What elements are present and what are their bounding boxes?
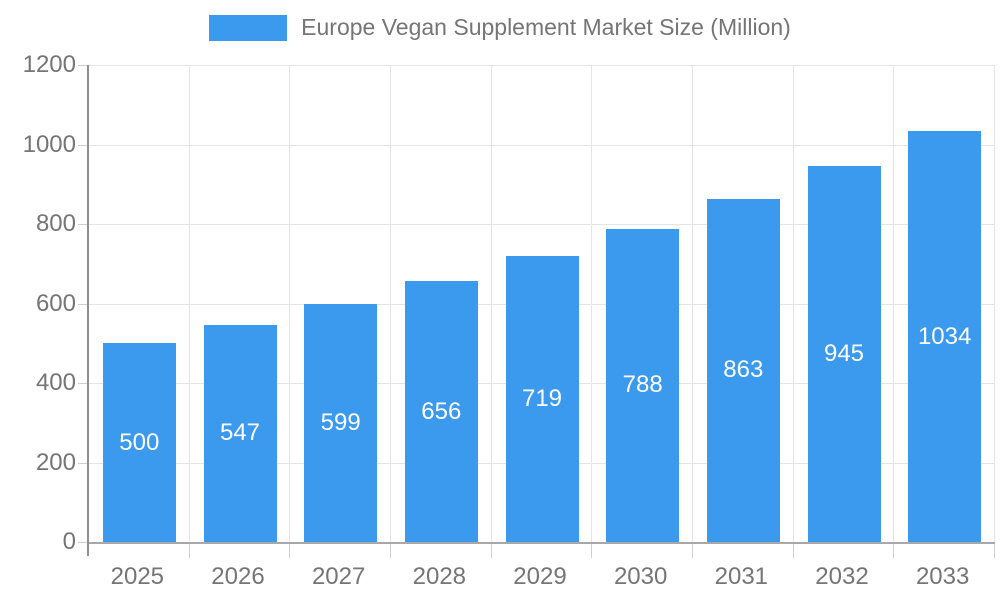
bar-value-label: 945 [823,340,865,368]
x-tick-label: 2033 [915,563,970,590]
y-tick-label: 600 [35,289,76,317]
bar-value-label: 719 [521,385,563,413]
y-tick-label: 400 [35,369,76,396]
legend-swatch[interactable] [209,14,288,41]
gridline-vertical [490,65,492,542]
y-tick-mark [78,144,87,146]
bar-2032: 945 [807,166,881,542]
gridline-vertical [591,65,593,542]
x-tick-label: 2031 [714,563,769,590]
x-tick-mark [490,544,492,558]
y-tick-mark [78,65,87,66]
x-tick-mark [188,544,190,558]
bar-value-label: 788 [622,371,663,399]
bar-2030: 788 [606,228,680,542]
x-tick-mark [390,544,391,558]
x-tick-mark [792,544,794,558]
y-tick-mark [78,462,87,464]
bar-2028: 656 [404,281,478,542]
y-tick-label: 800 [35,210,76,237]
gridline-vertical [188,65,190,542]
x-axis-labels: 2025 2026 2027 2028 2029 2030 2031 2032 2033 [87,560,993,594]
bar-2031: 863 [706,198,780,542]
gridline-horizontal [89,144,995,146]
bar-value-label: 547 [219,419,261,447]
x-tick-label: 2027 [311,563,366,590]
plot-area: 500 547 599 656 719 788 863 945 1034 [78,65,995,558]
x-tick-mark [289,544,291,558]
x-tick-label: 2029 [513,563,567,590]
x-tick-label: 2026 [211,563,265,590]
x-tick-label: 2028 [412,563,467,590]
y-tick-mark [78,224,87,225]
y-tick-label: 1000 [22,130,76,158]
gridline-vertical [994,65,995,542]
x-tick-label: 2025 [110,563,165,590]
y-tick-mark [78,542,87,543]
x-tick-mark [591,544,593,558]
bar-2033: 1034 [908,131,982,542]
gridline-vertical [289,65,291,542]
gridline-vertical [390,65,391,542]
bar-value-label: 1034 [917,322,972,350]
bar-2027: 599 [304,303,378,542]
gridline-vertical [893,65,895,542]
legend[interactable]: Europe Vegan Supplement Market Size (Mil… [0,14,1000,41]
x-tick-label: 2030 [613,563,668,590]
bar-value-label: 599 [320,408,361,436]
y-axis-line-extension [87,542,89,556]
bar-value-label: 863 [723,356,764,384]
x-tick-mark [893,544,895,558]
bar-2025: 500 [102,343,176,542]
bar-value-label: 656 [421,397,462,425]
x-tick-label: 2032 [815,563,869,590]
y-tick-label: 0 [62,528,76,555]
y-tick-mark [78,303,87,305]
x-tick-mark [692,544,693,558]
bar-2029: 719 [505,256,579,542]
gridline-vertical [692,65,693,542]
y-tick-label: 200 [35,448,76,476]
y-tick-mark [78,383,87,384]
legend-label: Europe Vegan Supplement Market Size (Mil… [301,14,791,40]
bar-2026: 547 [203,324,277,542]
bar-value-label: 500 [119,428,160,456]
gridline-horizontal [89,65,995,66]
gridline-horizontal [89,224,995,225]
x-tick-mark [994,544,995,558]
y-tick-label: 1200 [22,51,76,78]
y-axis-labels: 0 200 400 600 800 1000 1200 [0,53,76,554]
gridline-vertical [792,65,794,542]
